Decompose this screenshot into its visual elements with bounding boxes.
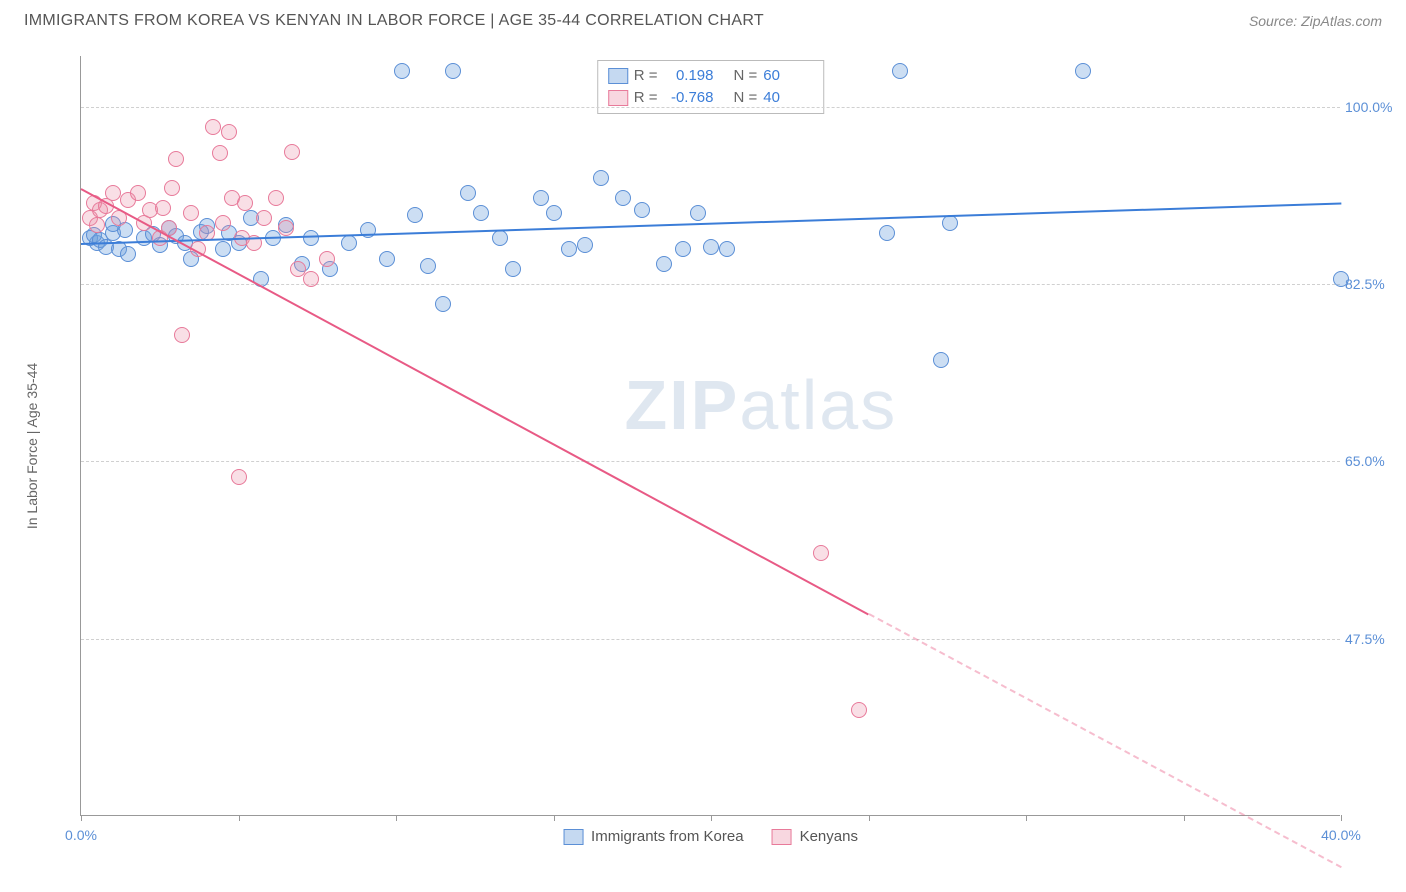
- scatter-point-korea: [577, 237, 593, 253]
- scatter-point-korea: [435, 296, 451, 312]
- x-tick: [1026, 815, 1027, 821]
- y-tick-label: 100.0%: [1345, 99, 1400, 115]
- watermark-zip: ZIP: [624, 366, 739, 444]
- scatter-point-korea: [615, 190, 631, 206]
- scatter-point-korea: [1333, 271, 1349, 287]
- scatter-point-korea: [675, 241, 691, 257]
- scatter-point-korea: [120, 246, 136, 262]
- x-tick: [239, 815, 240, 821]
- scatter-point-korea: [942, 215, 958, 231]
- legend-row-korea: R = 0.198 N = 60: [608, 65, 814, 87]
- trendline-kenyan-extrapolated: [868, 613, 1341, 868]
- x-tick: [1184, 815, 1185, 821]
- scatter-point-korea: [634, 202, 650, 218]
- scatter-point-kenyan: [237, 195, 253, 211]
- x-tick-label: 0.0%: [65, 827, 97, 843]
- scatter-point-kenyan: [813, 545, 829, 561]
- x-tick: [554, 815, 555, 821]
- scatter-point-kenyan: [221, 124, 237, 140]
- swatch-pink-icon: [772, 829, 792, 845]
- x-tick: [81, 815, 82, 821]
- scatter-point-korea: [593, 170, 609, 186]
- x-tick: [711, 815, 712, 821]
- n-value-korea: 60: [763, 65, 813, 87]
- gridline: [81, 461, 1340, 462]
- swatch-blue-icon: [563, 829, 583, 845]
- legend-item-korea: Immigrants from Korea: [563, 828, 744, 845]
- chart-container: In Labor Force | Age 35-44 ZIPatlas R = …: [50, 46, 1390, 846]
- scatter-point-korea: [1075, 63, 1091, 79]
- scatter-point-korea: [656, 256, 672, 272]
- scatter-point-kenyan: [303, 271, 319, 287]
- scatter-point-korea: [719, 241, 735, 257]
- scatter-point-kenyan: [215, 215, 231, 231]
- r-label: R =: [634, 65, 658, 87]
- scatter-point-korea: [303, 230, 319, 246]
- watermark-atlas: atlas: [739, 366, 897, 444]
- swatch-pink-icon: [608, 90, 628, 106]
- scatter-point-kenyan: [164, 180, 180, 196]
- scatter-point-kenyan: [155, 200, 171, 216]
- x-tick: [1341, 815, 1342, 821]
- scatter-point-korea: [505, 261, 521, 277]
- scatter-point-korea: [533, 190, 549, 206]
- chart-source: Source: ZipAtlas.com: [1249, 13, 1382, 29]
- scatter-point-kenyan: [205, 119, 221, 135]
- scatter-point-kenyan: [174, 327, 190, 343]
- y-tick-label: 82.5%: [1345, 276, 1400, 292]
- scatter-point-korea: [341, 235, 357, 251]
- scatter-point-kenyan: [212, 145, 228, 161]
- scatter-point-korea: [379, 251, 395, 267]
- chart-header: IMMIGRANTS FROM KOREA VS KENYAN IN LABOR…: [0, 0, 1406, 38]
- legend-label-kenyan: Kenyans: [800, 828, 858, 845]
- scatter-point-korea: [473, 205, 489, 221]
- gridline: [81, 284, 1340, 285]
- scatter-point-korea: [215, 241, 231, 257]
- n-label: N =: [734, 65, 758, 87]
- scatter-point-korea: [703, 239, 719, 255]
- trendline-kenyan: [81, 188, 869, 615]
- scatter-point-kenyan: [284, 144, 300, 160]
- scatter-point-korea: [933, 352, 949, 368]
- scatter-point-kenyan: [231, 469, 247, 485]
- scatter-point-korea: [394, 63, 410, 79]
- scatter-point-korea: [407, 207, 423, 223]
- scatter-point-kenyan: [130, 185, 146, 201]
- gridline: [81, 639, 1340, 640]
- scatter-point-kenyan: [851, 702, 867, 718]
- legend-label-korea: Immigrants from Korea: [591, 828, 744, 845]
- scatter-point-korea: [460, 185, 476, 201]
- scatter-point-korea: [420, 258, 436, 274]
- x-tick-label: 40.0%: [1321, 827, 1361, 843]
- r-value-korea: 0.198: [664, 65, 714, 87]
- scatter-point-kenyan: [105, 185, 121, 201]
- scatter-point-korea: [492, 230, 508, 246]
- scatter-point-korea: [561, 241, 577, 257]
- legend-item-kenyan: Kenyans: [772, 828, 858, 845]
- scatter-point-korea: [445, 63, 461, 79]
- y-axis-title: In Labor Force | Age 35-44: [24, 363, 40, 529]
- scatter-point-kenyan: [89, 217, 105, 233]
- x-tick: [869, 815, 870, 821]
- plot-area: ZIPatlas R = 0.198 N = 60 R = -0.768 N =…: [80, 56, 1340, 816]
- scatter-point-kenyan: [168, 151, 184, 167]
- x-tick: [396, 815, 397, 821]
- series-legend: Immigrants from Korea Kenyans: [563, 828, 858, 845]
- scatter-point-kenyan: [268, 190, 284, 206]
- gridline: [81, 107, 1340, 108]
- scatter-point-kenyan: [278, 220, 294, 236]
- scatter-point-korea: [892, 63, 908, 79]
- scatter-point-korea: [879, 225, 895, 241]
- swatch-blue-icon: [608, 68, 628, 84]
- scatter-point-kenyan: [319, 251, 335, 267]
- y-tick-label: 65.0%: [1345, 453, 1400, 469]
- scatter-point-korea: [690, 205, 706, 221]
- scatter-point-kenyan: [256, 210, 272, 226]
- chart-title: IMMIGRANTS FROM KOREA VS KENYAN IN LABOR…: [24, 12, 764, 30]
- y-tick-label: 47.5%: [1345, 631, 1400, 647]
- scatter-point-kenyan: [183, 205, 199, 221]
- watermark: ZIPatlas: [624, 365, 897, 445]
- scatter-point-korea: [546, 205, 562, 221]
